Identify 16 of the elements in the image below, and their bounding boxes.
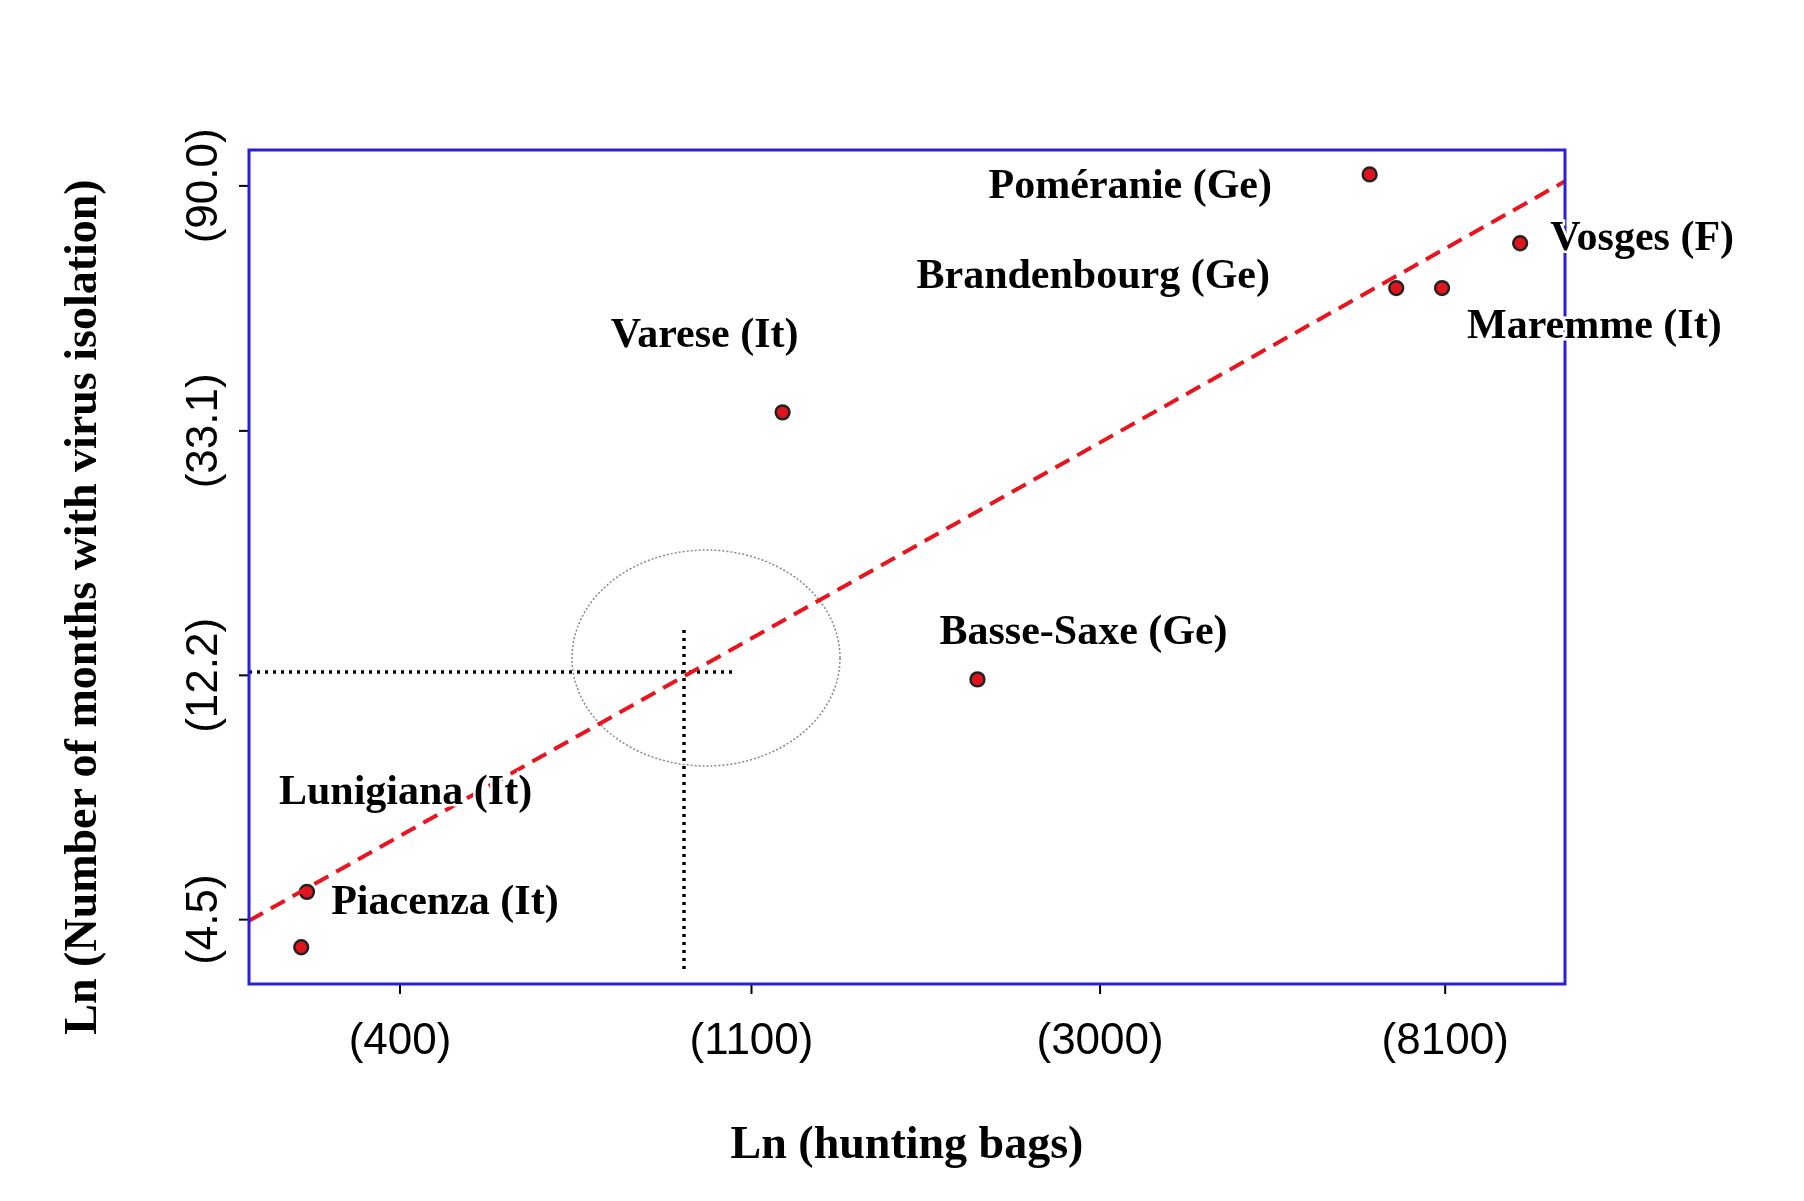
annotation: Poméranie (Ge) bbox=[988, 161, 1272, 208]
y-tick-label: (33.1) bbox=[177, 373, 226, 489]
annotation: Varese (It) bbox=[610, 310, 799, 358]
x-tick-label: (3000) bbox=[1036, 1014, 1164, 1063]
annotation: Lunigiana (It) bbox=[278, 766, 533, 814]
annotation: Piacenza (It) bbox=[331, 877, 559, 925]
y-tick-label: (12.2) bbox=[177, 617, 226, 733]
y-axis-title: Ln (Number of months with virus isolation) bbox=[55, 179, 106, 1035]
annotation: Brandenbourg (Ge) bbox=[916, 251, 1270, 298]
y-tick-label: (90.0) bbox=[177, 128, 226, 244]
annotation: Basse-Saxe (Ge) bbox=[939, 607, 1228, 655]
x-tick-label: (8100) bbox=[1381, 1014, 1509, 1063]
x-tick-label: (400) bbox=[348, 1014, 452, 1063]
x-tick-label: (1100) bbox=[689, 1014, 814, 1063]
x-axis-title: Ln (hunting bags) bbox=[730, 1117, 1084, 1168]
y-tick-label: (4.5) bbox=[177, 874, 226, 965]
